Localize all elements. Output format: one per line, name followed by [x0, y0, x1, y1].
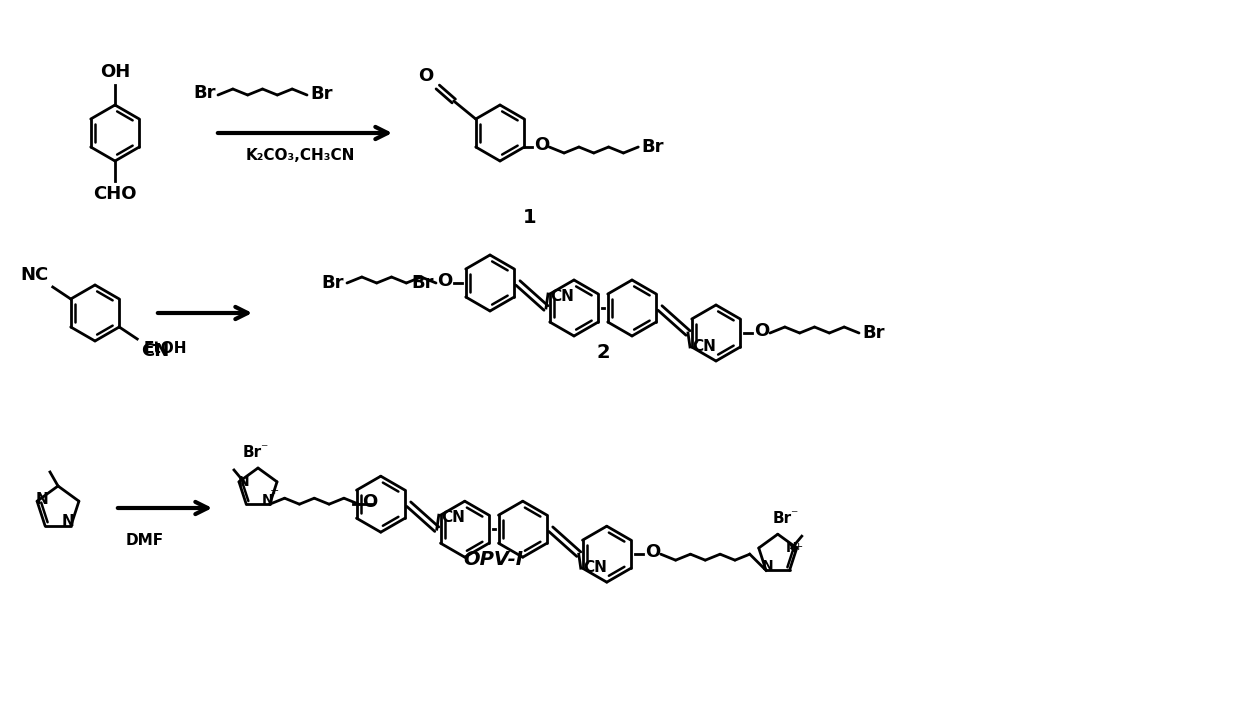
Text: 1: 1: [523, 208, 537, 227]
Text: CN: CN: [440, 511, 465, 525]
Text: +: +: [270, 486, 279, 496]
Text: ⁻: ⁻: [260, 442, 268, 456]
Text: O: O: [362, 493, 377, 511]
Text: EtOH: EtOH: [144, 341, 187, 356]
Text: N: N: [786, 541, 797, 555]
Text: +: +: [794, 542, 804, 552]
Text: N: N: [238, 475, 249, 489]
Text: Br: Br: [862, 324, 884, 342]
Text: K₂CO₃,CH₃CN: K₂CO₃,CH₃CN: [246, 148, 355, 163]
Text: O: O: [754, 322, 769, 340]
Text: Br: Br: [310, 85, 332, 103]
Text: O: O: [645, 543, 660, 561]
Text: Br: Br: [243, 445, 262, 460]
Text: CN: CN: [583, 560, 606, 575]
Text: NC: NC: [21, 266, 48, 284]
Text: N: N: [62, 515, 74, 530]
Text: 2: 2: [596, 343, 610, 362]
Text: O: O: [436, 272, 453, 290]
Text: Br: Br: [773, 511, 791, 526]
Text: Br: Br: [641, 138, 663, 156]
Text: N: N: [262, 493, 274, 507]
Text: CN: CN: [551, 289, 574, 304]
Text: N: N: [36, 493, 48, 508]
Text: Br: Br: [321, 274, 343, 292]
Text: N: N: [761, 559, 774, 573]
Text: OH: OH: [100, 63, 130, 81]
Text: ⁻: ⁻: [790, 508, 797, 522]
Text: OPV-I: OPV-I: [464, 550, 523, 569]
Text: Br: Br: [193, 84, 216, 102]
Text: CN: CN: [692, 339, 715, 354]
Text: O: O: [534, 136, 549, 154]
Text: DMF: DMF: [126, 533, 164, 548]
Text: Br: Br: [412, 274, 434, 292]
Text: O: O: [419, 67, 434, 85]
Text: CN: CN: [141, 342, 170, 360]
Text: CHO: CHO: [93, 185, 136, 203]
